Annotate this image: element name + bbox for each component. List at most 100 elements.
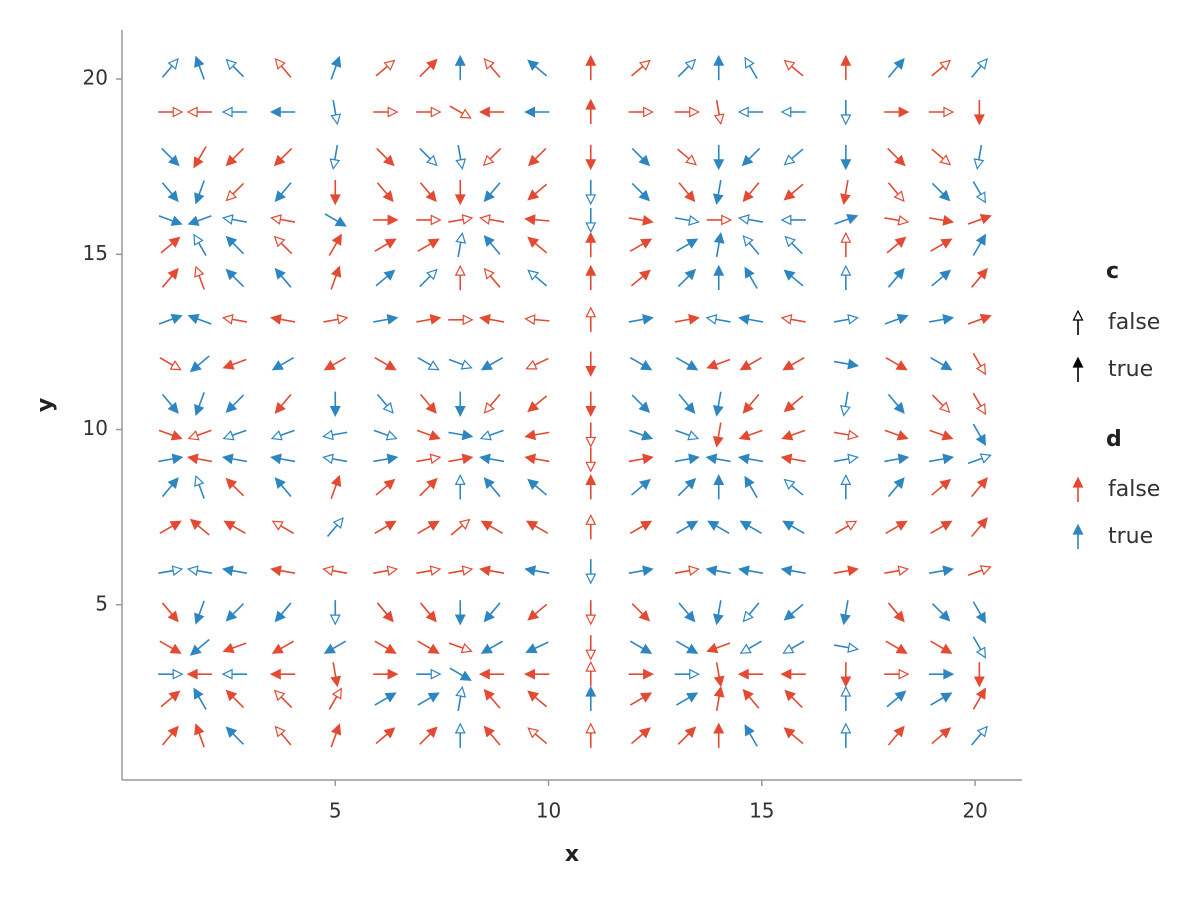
arrow-shaft xyxy=(231,147,245,161)
arrow xyxy=(840,264,852,291)
arrow-head xyxy=(847,453,859,465)
arrow-head xyxy=(225,726,238,739)
arrow-shaft xyxy=(678,182,690,196)
arrow-shaft xyxy=(197,64,205,80)
arrow xyxy=(674,453,700,465)
arrow-head xyxy=(895,520,908,531)
arrow-head xyxy=(847,358,859,370)
arrow-shaft xyxy=(630,484,645,496)
arrow xyxy=(417,692,440,706)
arrow-head xyxy=(705,314,718,325)
arrow-head xyxy=(738,214,750,225)
arrow xyxy=(527,690,548,708)
arrow xyxy=(967,213,992,225)
arrow-head xyxy=(840,193,851,206)
arrow-head xyxy=(784,689,796,702)
arrow-shaft xyxy=(161,732,174,746)
arrow-head xyxy=(688,314,700,325)
arrow xyxy=(783,183,804,201)
arrow-head xyxy=(330,474,342,487)
arrow-shaft xyxy=(678,602,690,616)
arrow-head xyxy=(527,400,540,413)
arrow-shaft xyxy=(715,662,721,679)
arrow xyxy=(713,100,725,126)
arrow xyxy=(675,356,699,371)
arrow-shaft xyxy=(747,524,762,535)
arrow-head xyxy=(480,643,493,654)
arrow xyxy=(675,692,699,706)
arrow-head xyxy=(942,453,955,465)
arrow-head xyxy=(461,429,474,441)
arrow xyxy=(675,640,699,654)
arrow xyxy=(527,478,548,496)
arrow-shaft xyxy=(790,732,804,745)
arrow-shaft xyxy=(789,318,806,323)
arrow-head xyxy=(221,106,233,118)
arrow-shaft xyxy=(715,100,721,117)
arrow-shaft xyxy=(533,431,550,436)
arrow xyxy=(330,662,342,688)
arrow-shaft xyxy=(971,483,983,498)
arrow-shaft xyxy=(885,356,901,367)
arrow xyxy=(972,601,987,624)
arrow xyxy=(222,429,247,441)
arrow xyxy=(678,602,696,623)
arrow-head xyxy=(331,687,342,700)
arrow-shaft xyxy=(489,483,501,498)
arrow-head xyxy=(270,565,282,577)
arrow xyxy=(628,668,655,680)
y-tick-label: 15 xyxy=(83,241,108,265)
arrow xyxy=(931,269,952,287)
arrow-shaft xyxy=(789,640,805,650)
arrow-shaft xyxy=(159,356,175,367)
arrow xyxy=(931,478,952,496)
arrow-head xyxy=(642,214,654,226)
arrow xyxy=(454,391,466,417)
arrow xyxy=(160,236,181,254)
arrow xyxy=(971,57,988,78)
arrow xyxy=(273,235,293,255)
arrow-head xyxy=(713,685,725,698)
arrow-head xyxy=(1072,356,1084,368)
arrow-head xyxy=(384,238,397,249)
arrow-shaft xyxy=(931,732,945,745)
arrow-head xyxy=(189,360,202,373)
arrow-shaft xyxy=(197,274,205,290)
arrow-head xyxy=(897,214,910,226)
arrow-shaft xyxy=(457,694,462,711)
arrow-head xyxy=(975,433,987,446)
arrow xyxy=(929,453,955,465)
arrow-head xyxy=(744,724,755,737)
y-tick-label: 5 xyxy=(95,591,108,615)
arrow-shaft xyxy=(488,318,505,323)
arrow xyxy=(585,144,597,171)
arrow-shaft xyxy=(376,147,389,161)
arrow xyxy=(886,236,907,254)
arrow xyxy=(221,668,248,680)
arrow-head xyxy=(194,612,205,625)
legend-symbol xyxy=(1072,309,1084,335)
arrow-head xyxy=(782,643,795,654)
arrow-shaft xyxy=(160,695,174,708)
arrow-shaft xyxy=(323,318,340,323)
arrow xyxy=(971,517,988,538)
arrow xyxy=(373,668,399,680)
arrow-head xyxy=(384,692,397,703)
arrow xyxy=(221,453,247,465)
arrow-shaft xyxy=(884,457,901,463)
arrow-shaft xyxy=(629,640,645,650)
arrow xyxy=(884,106,910,118)
arrow xyxy=(782,356,805,371)
arrow-head xyxy=(939,59,952,71)
arrow xyxy=(929,214,955,226)
arrow-shaft xyxy=(931,484,945,496)
arrow xyxy=(585,179,597,206)
arrow xyxy=(448,358,473,370)
arrow-shaft xyxy=(931,394,945,407)
arrow-shaft xyxy=(489,732,501,746)
arrow xyxy=(449,667,472,681)
arrow xyxy=(972,687,987,710)
arrow-shaft xyxy=(930,696,945,706)
arrow xyxy=(527,603,548,621)
arrow-shaft xyxy=(457,144,462,161)
